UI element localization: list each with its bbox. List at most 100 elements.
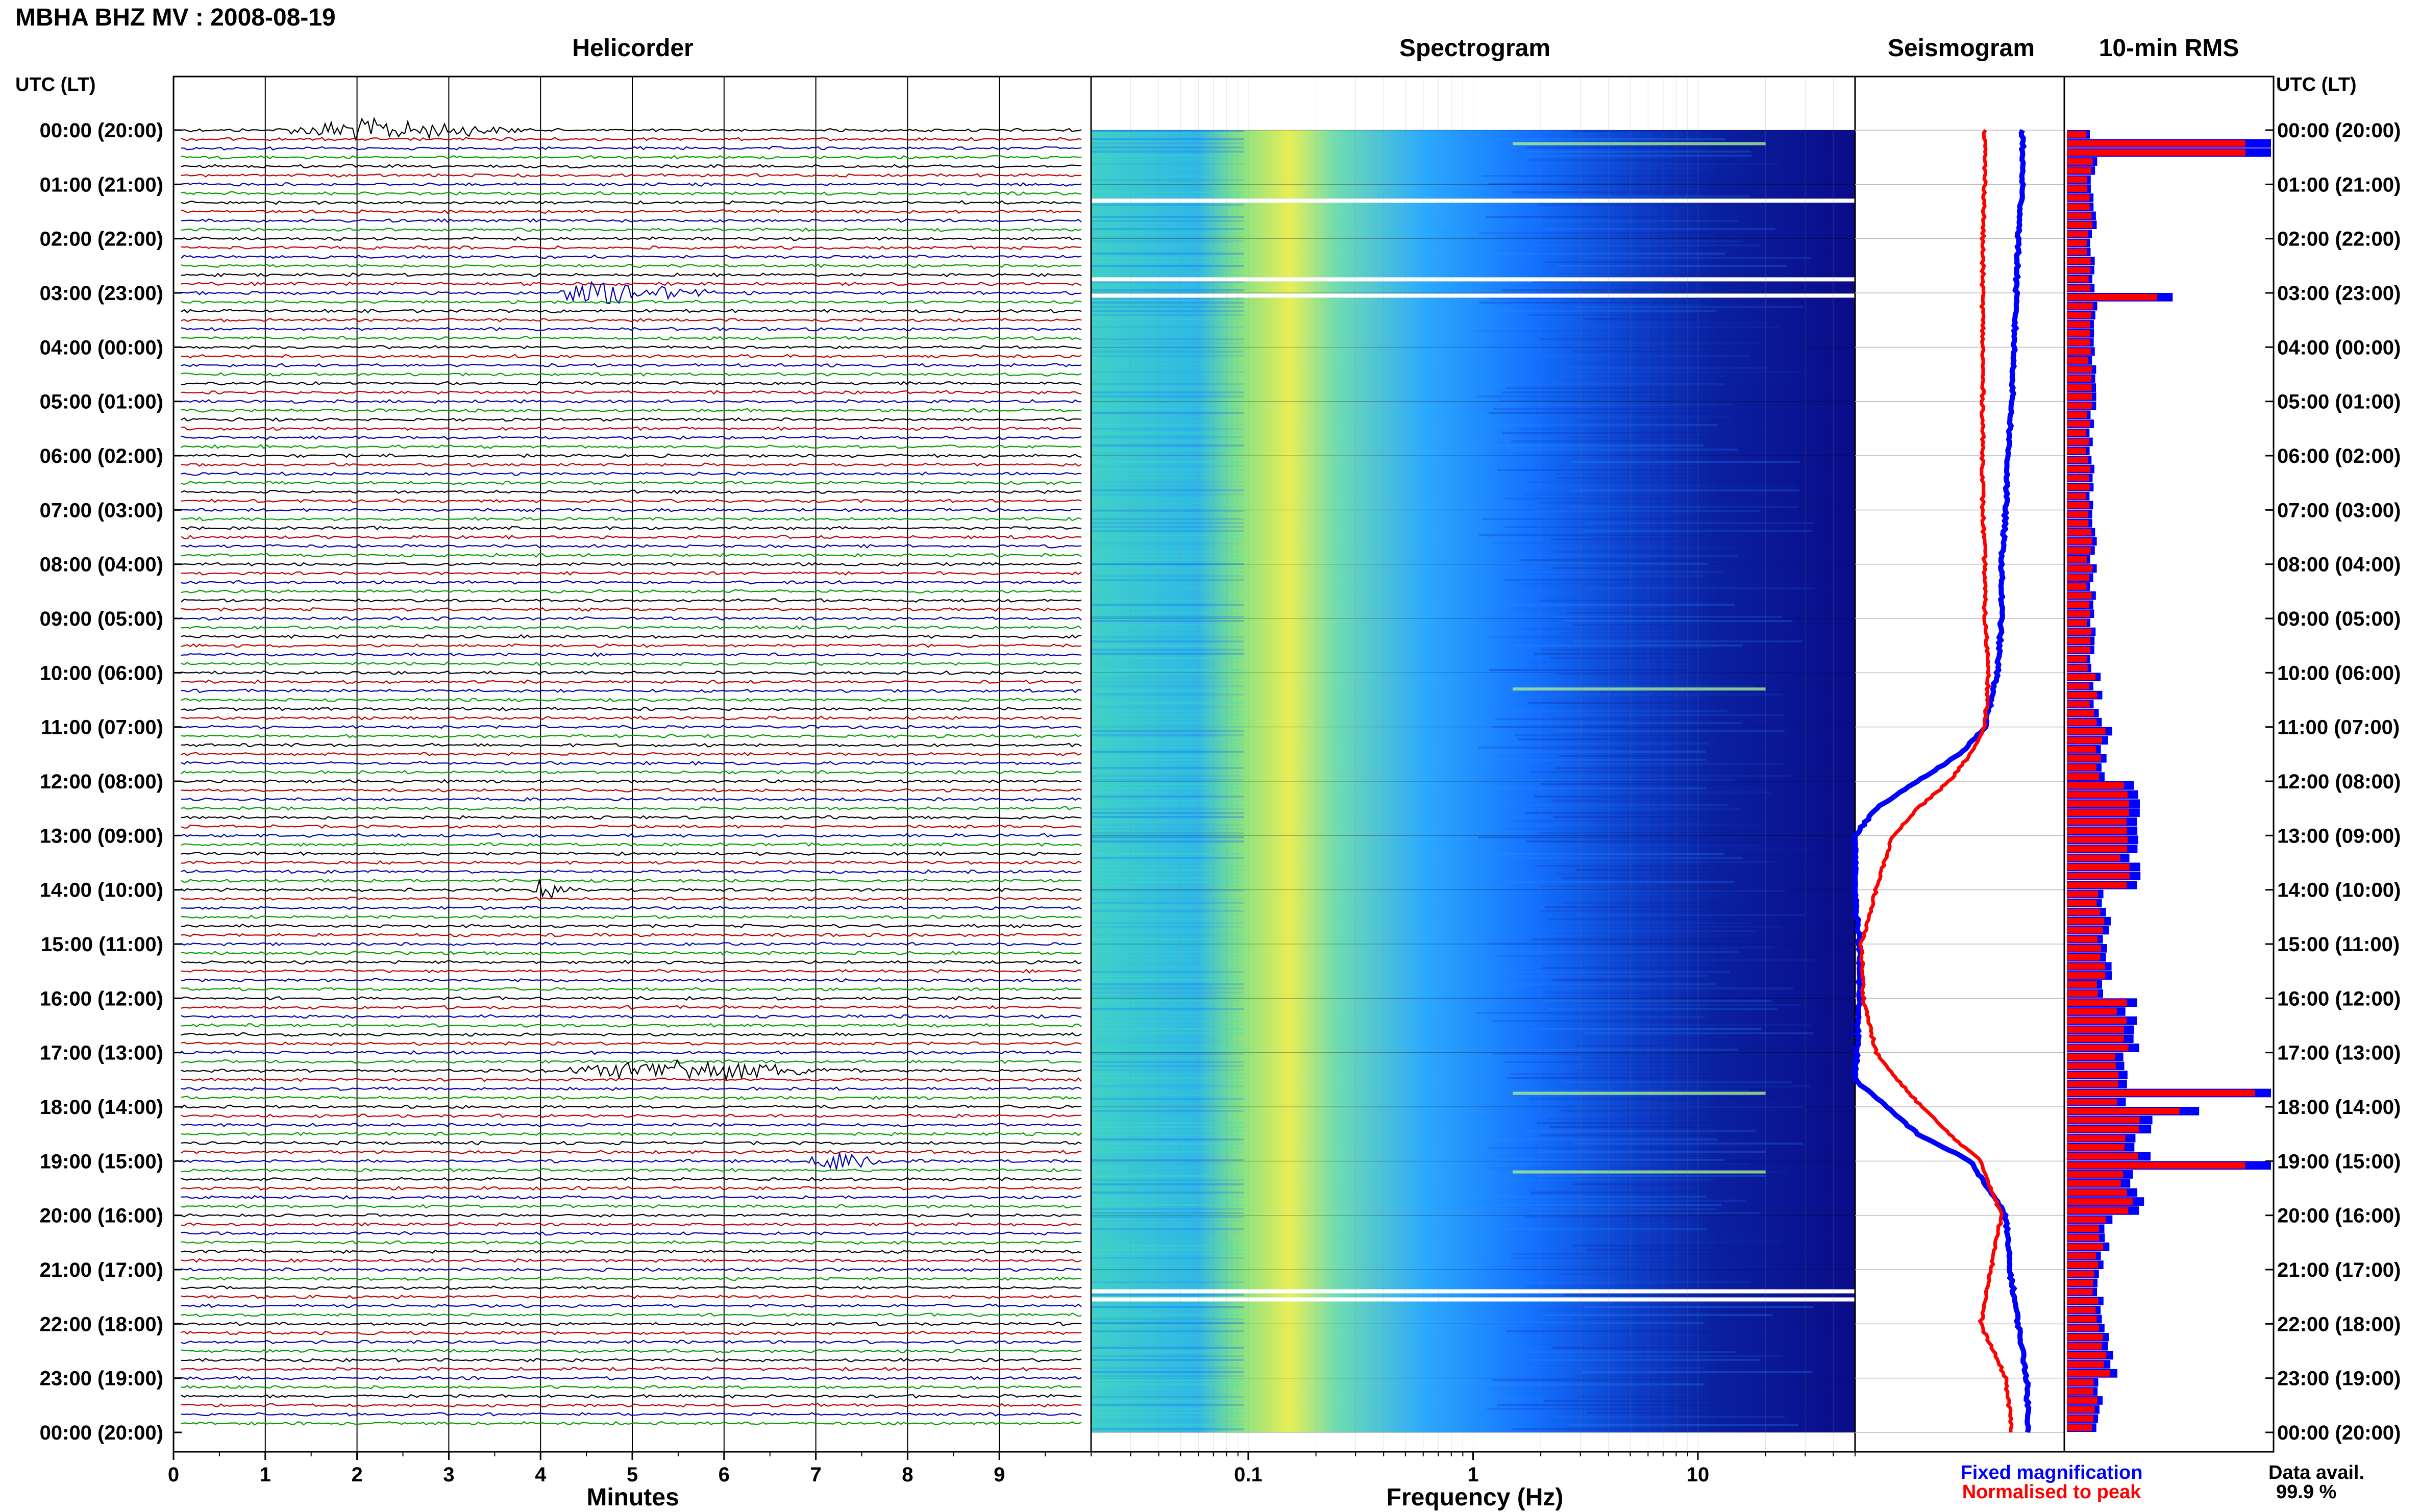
spectrogram-row [1091,955,1244,957]
spectrogram-row [1504,416,1733,418]
rms-bar-normalised [2067,1252,2096,1259]
spectrogram-row [1091,947,1244,949]
spectrogram-row [1091,865,1244,867]
helicorder-trace [181,1267,1082,1272]
spectrogram-row [1091,436,1244,438]
spectrogram-row [1516,583,1745,585]
helicorder-trace [181,1122,1082,1127]
rms-bar-normalised [2067,701,2090,708]
rms-bar-normalised [2067,285,2091,291]
spectrogram-row [1489,1138,1718,1141]
spectrogram-row [1091,918,1244,920]
spectrogram-row [1556,273,1786,275]
spectrogram-row [1091,485,1244,487]
spectrogram-row [1091,816,1244,818]
helicorder-trace [181,996,1082,1001]
spectrogram-row [1091,326,1244,328]
spectrogram-row [1539,910,1768,912]
spectrogram-row [1526,1130,1756,1132]
spectrogram-row [1509,951,1739,953]
rms-bar-normalised [2067,827,2127,834]
helicorder-trace [181,932,1082,937]
spectrogram-row [1091,894,1244,896]
spectrogram-row [1570,187,1799,189]
rms-bar-normalised [2067,746,2096,753]
spectrogram-row [1490,298,1719,300]
spectrogram-row [1501,289,1731,291]
spectrogram-row [1091,1187,1244,1189]
spectrogram-row [1091,673,1244,675]
spectrogram-row [1091,992,1244,994]
spectrogram-row [1573,640,1803,642]
spectrogram-row [1091,587,1244,589]
spectrogram-row [1091,1273,1244,1275]
spectrogram-row [1504,579,1734,581]
helicorder-xtick-label: 5 [627,1464,638,1486]
spectrogram-row [1537,1310,1766,1312]
spectrogram-row [1553,816,1783,818]
spectrogram-row [1523,934,1752,936]
spectrogram-row [1476,787,1706,789]
spectrogram-row [1091,1077,1244,1079]
spectrogram-row [1091,424,1244,426]
spectrogram-row [1569,506,1798,508]
spectrogram-row [1513,857,1743,859]
spectrogram-row [1512,285,1741,287]
spectrogram-row [1091,457,1244,459]
spectrogram-row [1091,1134,1244,1136]
spectrogram-row [1522,1326,1751,1328]
helicorder-trace [181,308,1082,314]
rms-title: 10-min RMS [2099,35,2239,62]
helicorder-trace [181,806,1082,811]
spectrogram-row [1091,608,1244,610]
spectrogram-row [1091,1387,1244,1390]
rms-bar-normalised [2067,538,2092,545]
helicorder-xtick-label: 7 [810,1464,821,1486]
spectrogram-row [1091,1098,1244,1100]
rms-bar-normalised [2067,1153,2138,1160]
helicorder-trace [181,426,1082,431]
spectrogram-row [1091,171,1244,173]
time-label-left: 11:00 (07:00) [41,716,163,739]
rms-bar-normalised [2067,1325,2099,1332]
spectrogram-row [1581,1057,1811,1059]
spectrogram-row [1091,195,1244,197]
helicorder-trace [181,607,1082,612]
spectrogram-row [1091,1049,1244,1051]
spectrogram-row [1474,1261,1703,1263]
spectrogram-row [1091,547,1244,549]
spectrogram-row [1474,1155,1704,1157]
spectrogram-xlabel: Frequency (Hz) [1387,1484,1564,1511]
rms-bar-normalised [2067,131,2087,138]
spectrogram-row [1503,404,1733,406]
helicorder-trace [181,589,1082,594]
spectrogram-row [1091,914,1244,916]
spectrogram-row [1488,424,1718,426]
spectrogram-row [1573,363,1803,365]
spectrogram-row [1496,383,1725,385]
spectrogram-row [1582,1085,1811,1087]
spectrogram-row [1511,440,1741,442]
spectrogram-row [1091,812,1244,814]
rms-bar-normalised [2067,149,2245,156]
spectrogram-row [1553,551,1783,553]
spectrogram-row [1531,1359,1760,1361]
seismogram-title: Seismogram [1888,35,2035,62]
spectrogram-row [1554,1355,1784,1357]
helicorder-trace [181,272,1082,278]
spectrogram-row [1525,1216,1755,1218]
spectrogram-row [1091,216,1244,218]
spectrogram-xtick-label: 1 [1467,1464,1478,1486]
spectrogram-row [1091,314,1244,316]
rms-bar-normalised [2067,628,2091,635]
rms-bar-normalised [2067,556,2087,563]
spectrogram-row [1518,738,1747,740]
spectrogram-row [1545,906,1774,908]
spectrogram-row [1091,861,1244,863]
spectrogram-row [1567,485,1797,487]
spectrogram-row [1542,967,1771,969]
helicorder-trace [181,625,1082,630]
spectrogram-row [1583,1065,1813,1067]
time-label-right: 23:00 (19:00) [2277,1368,2401,1390]
rms-bar-normalised [2067,1279,2093,1286]
